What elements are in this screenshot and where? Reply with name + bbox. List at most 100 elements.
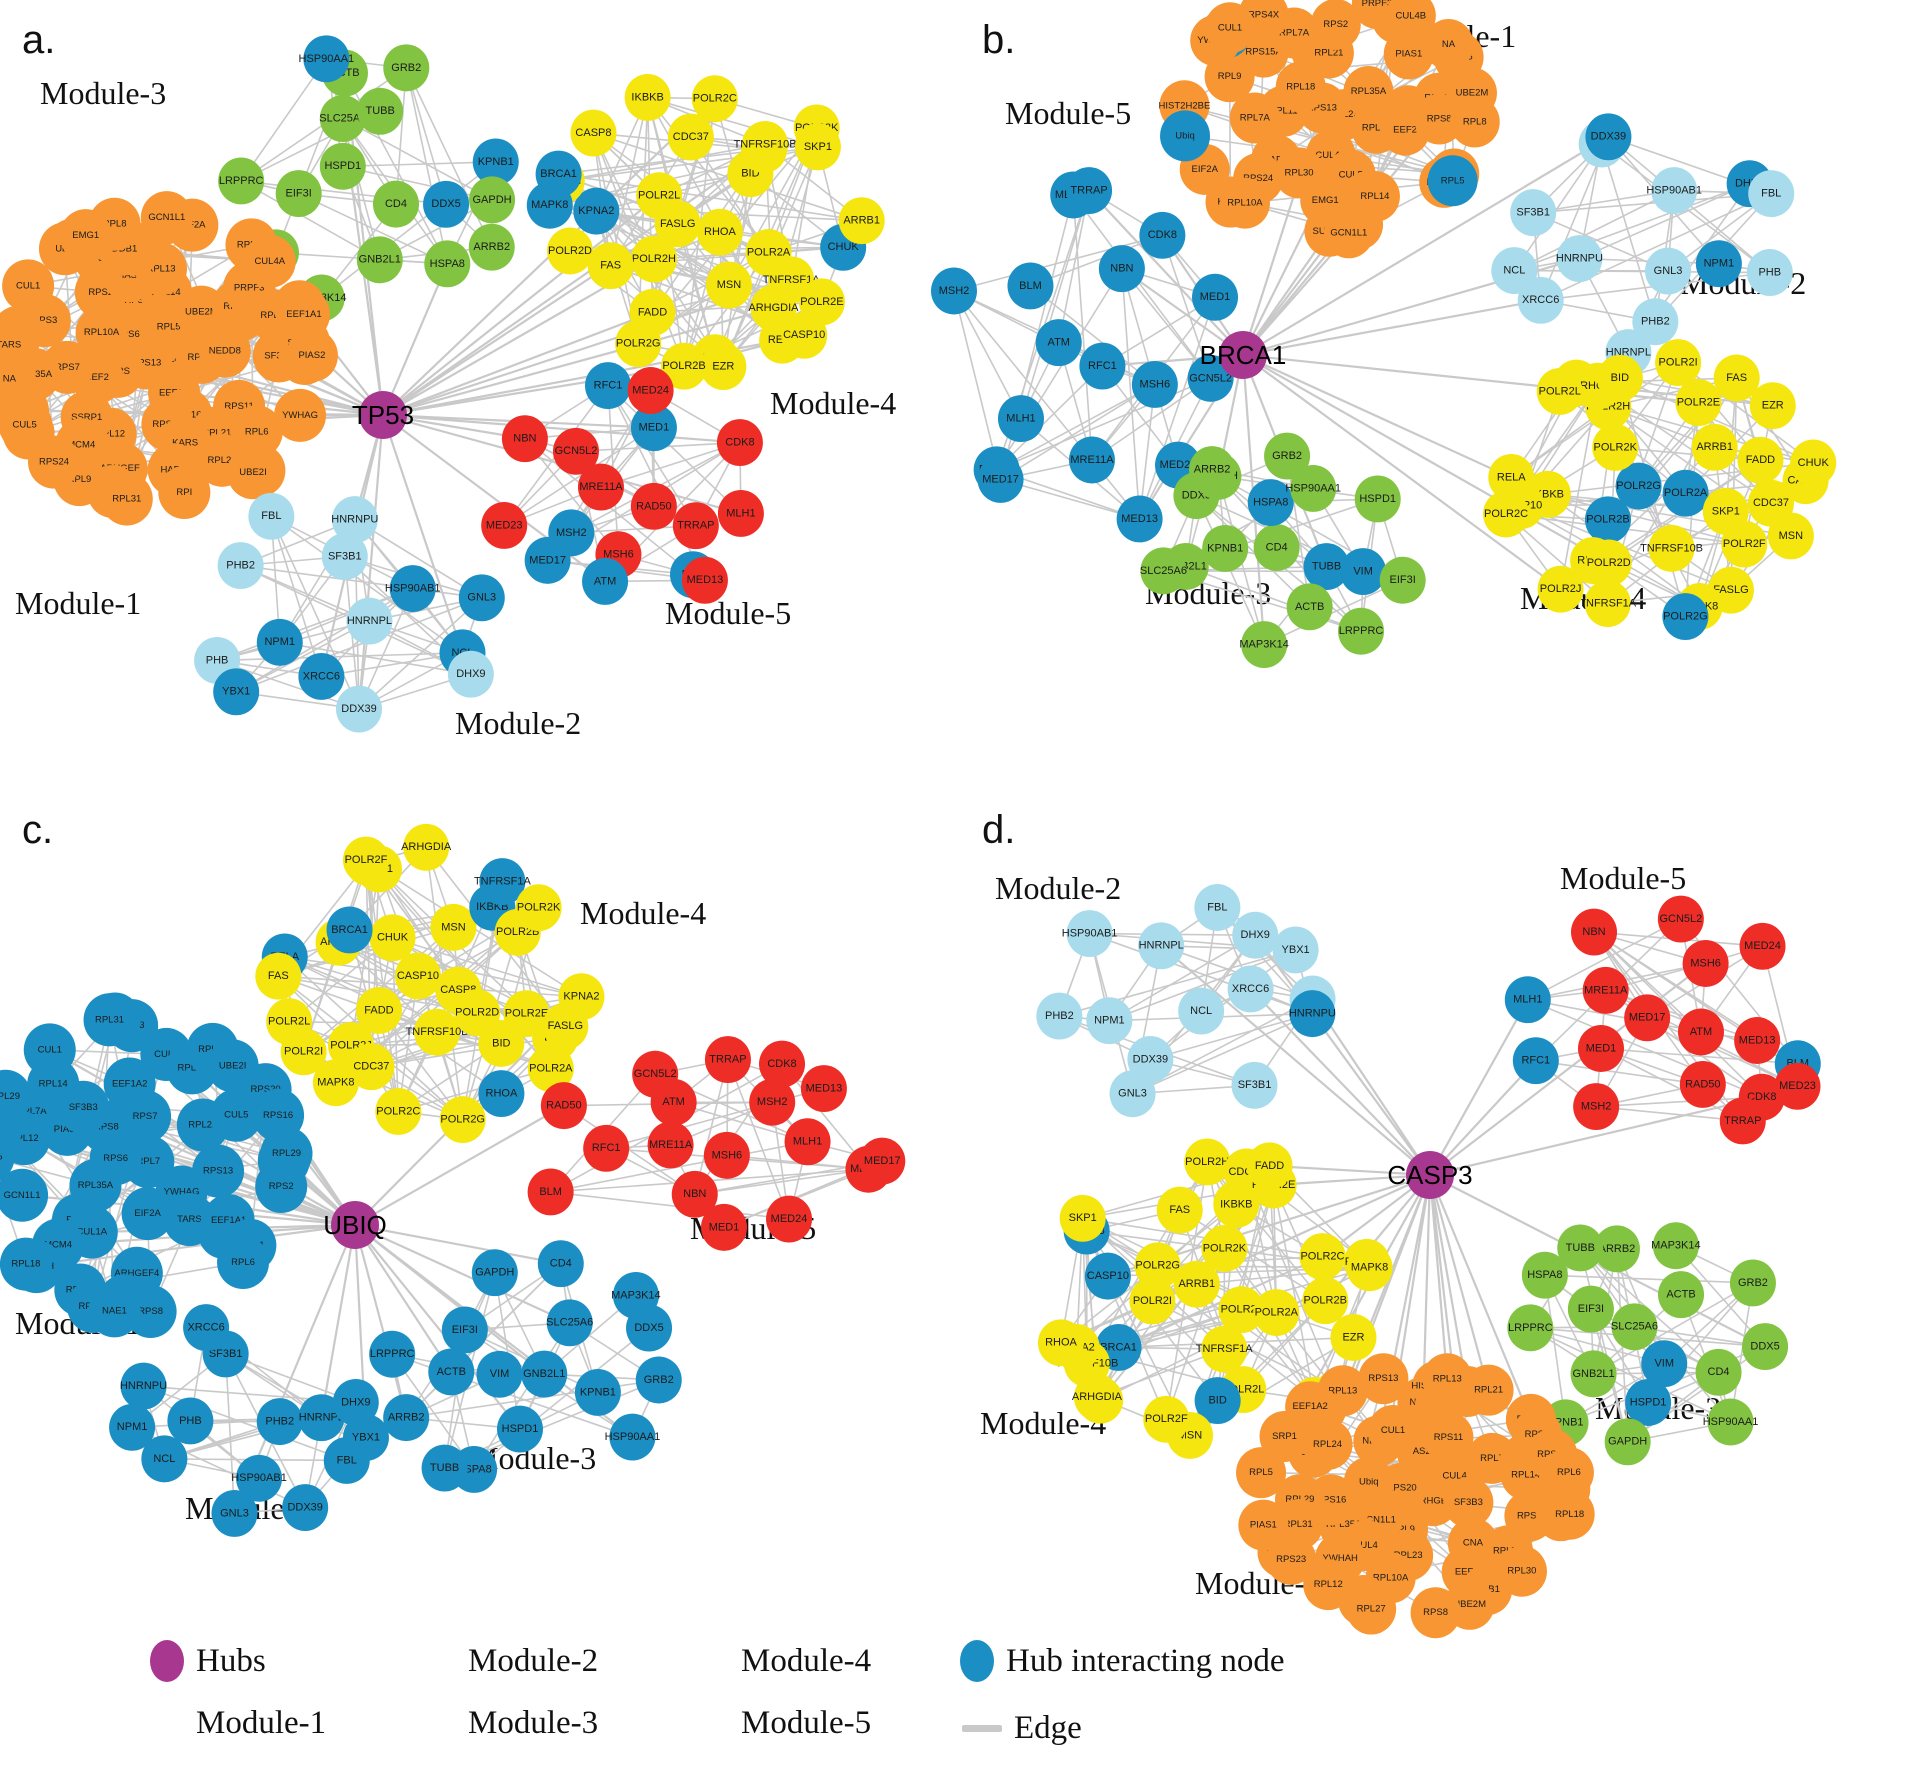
network-node[interactable]: FADD	[1737, 436, 1784, 484]
network-node[interactable]: MED17	[524, 536, 571, 584]
network-node[interactable]: NPM1	[1695, 240, 1742, 288]
network-node[interactable]: RPL10A	[1219, 177, 1270, 229]
network-node[interactable]: RPL27	[1346, 1583, 1397, 1635]
network-node[interactable]: RAD50	[540, 1082, 587, 1130]
network-node[interactable]: KPNB1	[574, 1368, 621, 1416]
network-node[interactable]: POLR2K	[1592, 423, 1639, 471]
network-node[interactable]: POLR2A	[1253, 1289, 1300, 1337]
network-node[interactable]: RPS8	[1410, 1587, 1461, 1639]
network-node[interactable]: CD4	[537, 1240, 584, 1288]
network-node[interactable]: GAPDH	[1604, 1418, 1651, 1466]
network-node[interactable]: ARRB2	[383, 1394, 430, 1442]
network-node[interactable]: GRB2	[1729, 1259, 1776, 1307]
network-node[interactable]: POLR2L	[266, 998, 313, 1046]
network-node[interactable]: DDX39	[1585, 113, 1632, 161]
network-node[interactable]: DDX5	[1742, 1323, 1789, 1371]
network-node[interactable]: POLR2C	[1483, 490, 1530, 538]
network-node[interactable]: MED13	[1734, 1017, 1781, 1064]
network-node[interactable]: EIF3I	[275, 170, 322, 218]
network-node[interactable]: POLR2E	[1675, 379, 1722, 427]
network-node[interactable]: LRPPRC	[369, 1330, 416, 1378]
network-node[interactable]: GNB2L1	[1570, 1350, 1617, 1398]
network-node[interactable]: ARRB2	[1189, 446, 1236, 494]
network-node[interactable]: LRPPRC	[218, 157, 265, 205]
network-node[interactable]: POLR2G	[1134, 1242, 1181, 1290]
network-node[interactable]: NPM1	[256, 618, 303, 666]
network-node[interactable]: NPM1	[1086, 997, 1133, 1045]
network-node[interactable]: RHOA	[478, 1070, 525, 1118]
network-node[interactable]: GCN5L2	[1657, 895, 1704, 943]
network-node[interactable]: EZR	[1330, 1314, 1377, 1361]
network-node[interactable]: EEF1A1	[278, 287, 331, 341]
network-node[interactable]: FADD	[1246, 1142, 1293, 1190]
network-node[interactable]: DDX39	[282, 1484, 329, 1531]
network-node[interactable]: RPI	[158, 465, 211, 519]
network-node[interactable]: BRCA1	[326, 906, 373, 954]
network-node[interactable]: TRRAP	[1719, 1097, 1766, 1145]
network-node[interactable]: MED1	[1577, 1025, 1624, 1072]
network-node[interactable]: NA	[1423, 19, 1474, 71]
network-node[interactable]: CD4	[1695, 1348, 1742, 1396]
network-node[interactable]: HSP90AB1	[1062, 910, 1118, 958]
network-node[interactable]: ACTB	[1658, 1271, 1705, 1319]
network-node[interactable]: GAPDH	[471, 1249, 518, 1297]
network-node[interactable]: POLR2F	[1721, 520, 1768, 568]
network-node[interactable]: POLR2A	[1662, 469, 1709, 517]
network-node[interactable]: RPL6	[217, 1235, 270, 1289]
network-node[interactable]: HNRNPL	[1138, 922, 1185, 970]
network-node[interactable]: BID	[1596, 354, 1643, 402]
network-node[interactable]: BLM	[1007, 262, 1054, 310]
network-node[interactable]: XRCC6	[298, 653, 345, 700]
network-node[interactable]: MLH1	[717, 490, 764, 537]
network-node[interactable]: RFC1	[583, 1124, 630, 1172]
network-node[interactable]: SLC25A6	[1611, 1303, 1658, 1351]
network-node[interactable]: TUBB	[357, 87, 404, 135]
network-node[interactable]: RPL29	[260, 1126, 313, 1180]
network-node[interactable]: CASP8	[570, 109, 617, 157]
network-node[interactable]: RPL5	[1236, 1447, 1287, 1499]
network-node[interactable]: CASP10	[394, 952, 441, 1000]
network-node[interactable]: SKP1	[794, 123, 841, 171]
network-node[interactable]: RPL6	[1543, 1447, 1594, 1499]
network-node[interactable]: HSPD1	[319, 142, 366, 190]
network-node[interactable]: DDX39	[336, 685, 383, 733]
network-node[interactable]: EIF3I	[441, 1306, 488, 1354]
network-node[interactable]: NCL	[1491, 247, 1538, 295]
network-node[interactable]: CHUK	[369, 914, 416, 962]
network-node[interactable]: POLR2K	[1201, 1225, 1248, 1272]
network-node[interactable]: MED13	[800, 1065, 847, 1113]
network-node[interactable]: POLR2G	[615, 320, 662, 368]
network-node[interactable]: ARRB2	[468, 223, 515, 271]
network-node[interactable]: SLC25A6	[546, 1299, 593, 1347]
network-node[interactable]: EZR	[700, 343, 747, 390]
network-node[interactable]: TRRAP	[704, 1036, 751, 1084]
network-node[interactable]: HNRNPL	[346, 597, 393, 645]
network-node[interactable]: ACTB	[428, 1348, 475, 1396]
network-node[interactable]: ARHGDIA	[401, 823, 452, 871]
hub-node-CASP3[interactable]: CASP3	[1387, 1151, 1473, 1199]
network-node[interactable]: HSP90AB1	[1646, 167, 1702, 215]
network-node[interactable]: HSPA8	[424, 240, 471, 288]
network-node[interactable]: POLR2J	[1537, 565, 1584, 613]
network-node[interactable]: LRPPRC	[1338, 607, 1385, 655]
network-node[interactable]: HSP90AB1	[385, 565, 441, 613]
network-node[interactable]: GCN1L1	[0, 1168, 49, 1222]
network-node[interactable]: FAS	[587, 242, 634, 290]
network-node[interactable]: CASP10	[1084, 1252, 1131, 1300]
network-node[interactable]: IKBKB	[624, 73, 671, 121]
network-node[interactable]: FBL	[248, 492, 295, 540]
network-node[interactable]: LRPPRC	[1507, 1304, 1554, 1352]
network-node[interactable]: YBX1	[213, 668, 260, 716]
network-node[interactable]: MRE11A	[1582, 966, 1629, 1014]
network-node[interactable]: GRB2	[1264, 432, 1311, 480]
network-node[interactable]: HSP90AA1	[605, 1413, 661, 1461]
network-node[interactable]: DHX9	[447, 650, 494, 698]
network-node[interactable]: HSPD1	[496, 1405, 543, 1453]
network-node[interactable]: MAP3K14	[1651, 1222, 1701, 1270]
network-node[interactable]: ATM	[582, 557, 629, 605]
network-node[interactable]: CD4	[1253, 524, 1300, 571]
network-node[interactable]: MSH2	[1573, 1083, 1620, 1131]
network-node[interactable]: MED17	[1624, 994, 1671, 1042]
network-node[interactable]: POLR2L	[1536, 367, 1583, 415]
network-node[interactable]: GCN5L2	[632, 1050, 679, 1098]
